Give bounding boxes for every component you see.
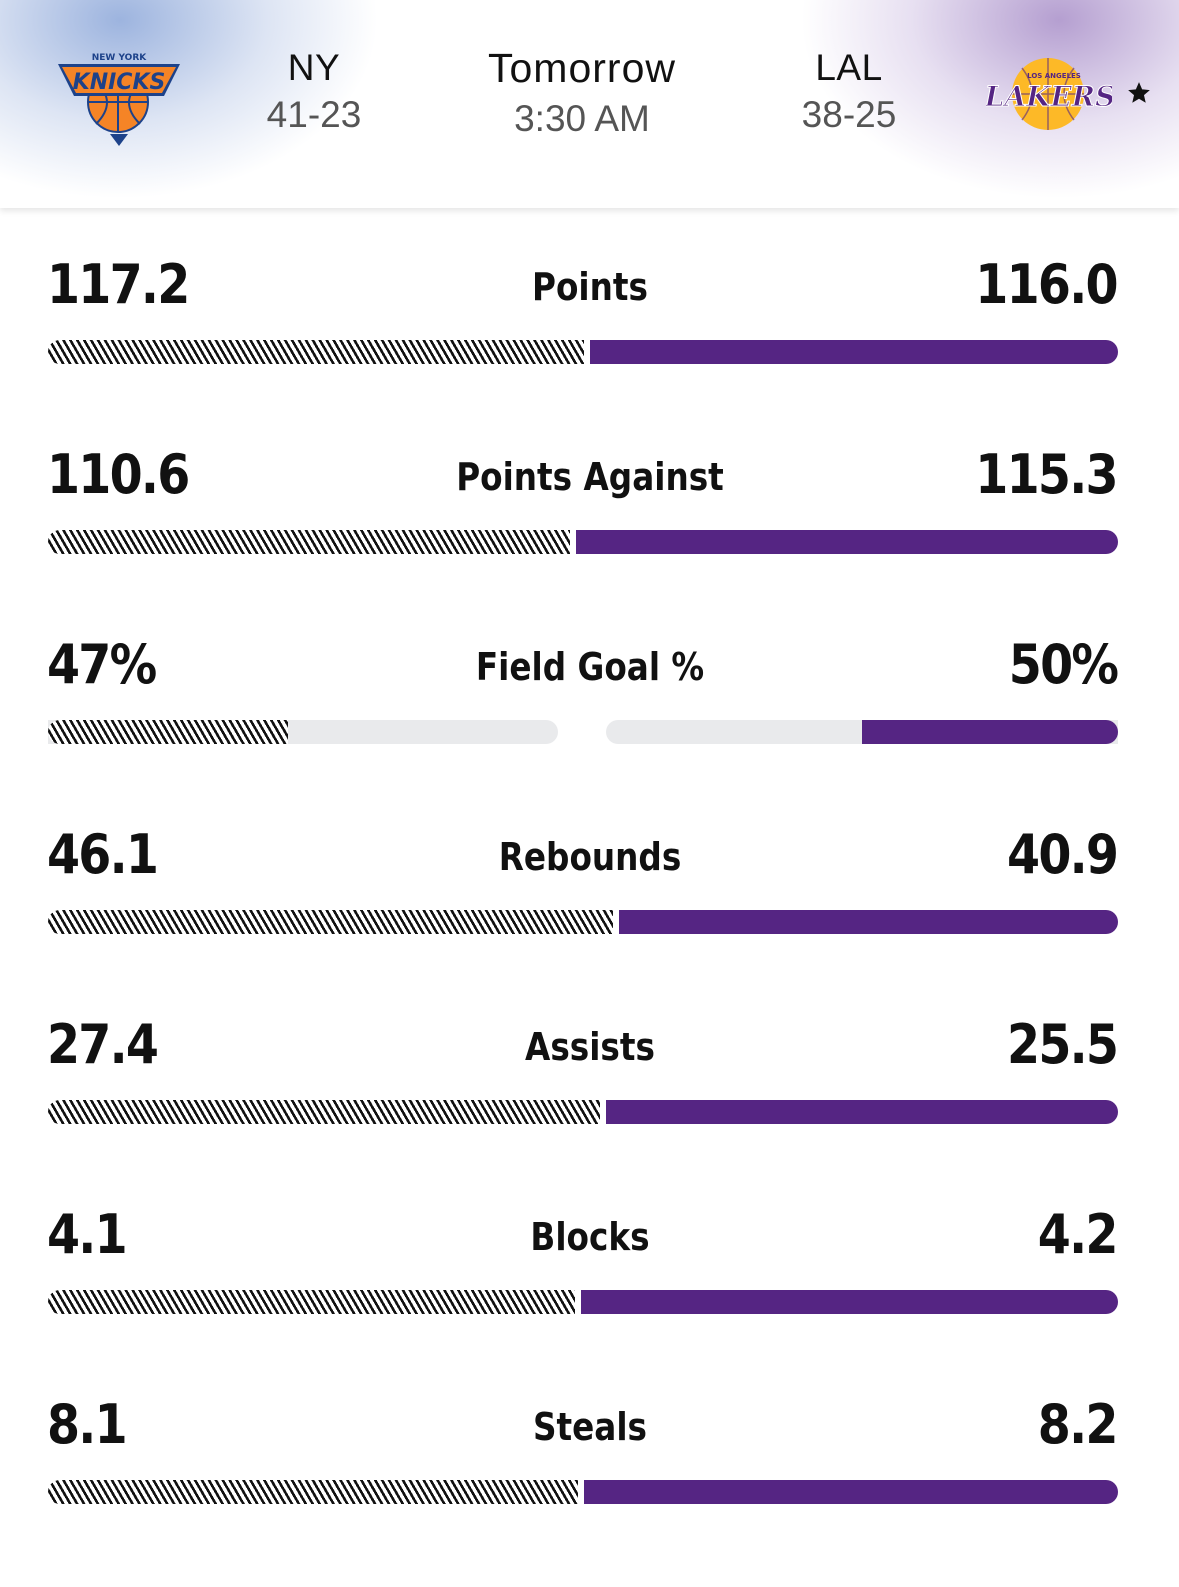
svg-text:LAKERS: LAKERS <box>986 80 1112 113</box>
away-stat-value: 4.2 <box>1038 1203 1119 1266</box>
stat-row: 46.1 Rebounds 40.9 <box>0 823 1179 1013</box>
home-bar-fill <box>48 1480 578 1504</box>
away-team-glow <box>799 0 1179 200</box>
away-bar-fill <box>619 910 1118 934</box>
matchup-header: KNICKS NEW YORK NY 41-23 Tomorrow 3:30 A… <box>0 0 1179 208</box>
stat-comparison-bar <box>48 1290 1118 1314</box>
home-bar-fill <box>48 1290 575 1314</box>
away-stat-value: 40.9 <box>1006 823 1119 886</box>
stat-label: Points Against <box>456 455 724 499</box>
home-stat-value: 117.2 <box>47 253 190 316</box>
stat-row: 8.1 Steals 8.2 <box>0 1393 1179 1583</box>
stat-row: 4.1 Blocks 4.2 <box>0 1203 1179 1393</box>
game-day: Tomorrow <box>488 45 676 91</box>
away-team-abbr: LAL <box>815 47 883 88</box>
home-bar-fill <box>48 340 584 364</box>
away-stat-value: 116.0 <box>975 253 1118 316</box>
stat-label: Rebounds <box>498 835 682 879</box>
home-stat-value: 46.1 <box>47 823 159 886</box>
home-team-glow <box>0 0 380 200</box>
stat-label: Steals <box>532 1405 648 1449</box>
knicks-logo[interactable]: KNICKS NEW YORK <box>54 38 184 148</box>
stat-label: Assists <box>525 1025 655 1069</box>
home-bar-fill <box>48 1100 600 1124</box>
away-bar-fill <box>576 530 1118 554</box>
away-team[interactable]: LAL 38-25 <box>749 46 949 140</box>
svg-text:KNICKS: KNICKS <box>73 70 166 95</box>
stat-label: Field Goal % <box>475 645 705 689</box>
home-stat-value: 4.1 <box>47 1203 128 1266</box>
stat-row: 47% Field Goal % 50% <box>0 633 1179 823</box>
stat-comparison-bar <box>48 1100 1118 1124</box>
svg-text:LOS ANGELES: LOS ANGELES <box>1027 72 1081 80</box>
home-team[interactable]: NY 41-23 <box>214 46 414 140</box>
away-bar-fill <box>590 340 1118 364</box>
stat-label: Points <box>532 265 648 309</box>
svg-text:NEW YORK: NEW YORK <box>92 53 148 63</box>
away-bar-fill <box>584 1480 1118 1504</box>
away-stat-value: 8.2 <box>1038 1393 1119 1456</box>
game-clock: 3:30 AM <box>514 98 650 139</box>
stat-row: 110.6 Points Against 115.3 <box>0 443 1179 633</box>
stat-label: Blocks <box>530 1215 650 1259</box>
home-stat-value: 110.6 <box>47 443 190 506</box>
home-bar-fill <box>48 720 288 744</box>
away-stat-value: 115.3 <box>975 443 1118 506</box>
stat-row: 27.4 Assists 25.5 <box>0 1013 1179 1203</box>
home-bar-fill <box>48 910 613 934</box>
lakers-logo[interactable]: LAKERS LOS ANGELES <box>986 48 1112 140</box>
away-bar-fill <box>581 1290 1118 1314</box>
star-icon[interactable] <box>1126 80 1152 106</box>
home-bar-fill <box>48 530 570 554</box>
stat-comparison-bar <box>48 720 1118 744</box>
stat-row: 117.2 Points 116.0 <box>0 253 1179 443</box>
stat-comparison-bar <box>48 910 1118 934</box>
away-stat-value: 50% <box>1008 633 1119 696</box>
away-bar-fill <box>606 1100 1118 1124</box>
home-stat-value: 27.4 <box>47 1013 159 1076</box>
home-stat-value: 8.1 <box>47 1393 128 1456</box>
away-bar-fill <box>862 720 1118 744</box>
home-team-abbr: NY <box>287 47 341 88</box>
stat-comparison-bar <box>48 340 1118 364</box>
home-team-record: 41-23 <box>266 94 362 135</box>
stat-comparison-bar <box>48 1480 1118 1504</box>
away-stat-value: 25.5 <box>1006 1013 1119 1076</box>
stat-comparison-bar <box>48 530 1118 554</box>
home-stat-value: 47% <box>47 633 157 696</box>
game-time: Tomorrow 3:30 AM <box>432 44 732 146</box>
away-team-record: 38-25 <box>801 94 897 135</box>
